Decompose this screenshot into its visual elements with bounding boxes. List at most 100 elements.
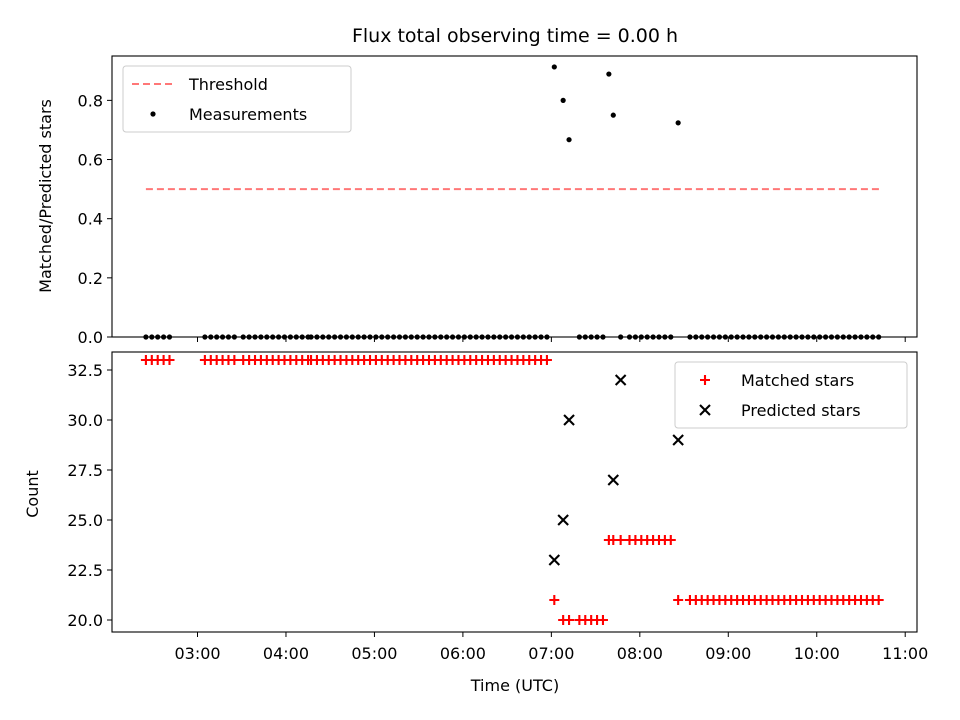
measurement-point xyxy=(361,334,367,340)
measurement-point xyxy=(293,334,299,340)
predicted-star-point xyxy=(607,474,620,486)
measurement-point xyxy=(497,334,503,340)
measurement-point xyxy=(722,334,728,340)
measurement-point xyxy=(675,120,681,126)
measurement-point xyxy=(379,334,385,340)
measurement-point xyxy=(544,334,550,340)
measurement-point xyxy=(805,334,811,340)
measurement-point xyxy=(166,334,173,340)
measurement-point xyxy=(699,334,705,340)
measurement-point xyxy=(391,334,397,340)
bottom-xtick-label: 09:00 xyxy=(705,644,751,663)
measurement-point xyxy=(149,334,155,340)
measurement-point xyxy=(610,112,616,118)
measurement-point xyxy=(355,334,361,340)
matched-star-point xyxy=(549,595,560,605)
matched-star-point xyxy=(665,535,676,545)
measurement-point xyxy=(752,334,758,340)
measurement-point xyxy=(632,334,638,340)
measurement-point xyxy=(514,334,521,340)
measurement-point xyxy=(246,334,252,340)
measurement-point xyxy=(503,334,509,340)
measurement-point xyxy=(438,334,444,340)
matched-star-point xyxy=(873,595,884,605)
measurement-point xyxy=(252,334,258,340)
measurement-point xyxy=(852,334,858,340)
measurement-point xyxy=(473,334,479,340)
matched-star-point xyxy=(597,615,608,625)
measurement-point xyxy=(781,334,787,340)
measurement-point xyxy=(840,334,846,340)
measurement-point xyxy=(656,334,662,340)
chart-title: Flux total observing time = 0.00 h xyxy=(352,25,678,47)
top-axes-frame xyxy=(111,55,918,338)
measurement-point xyxy=(299,334,305,340)
measurement-point xyxy=(219,334,226,340)
measurement-point xyxy=(479,334,485,340)
measurement-point xyxy=(258,334,264,340)
top-legend: Threshold Measurements xyxy=(122,65,352,133)
bottom-axes-frame xyxy=(111,351,918,633)
measurement-point xyxy=(864,334,870,340)
measurement-point xyxy=(349,334,355,340)
top-legend-box xyxy=(122,65,352,133)
measurement-point xyxy=(332,334,338,340)
measurement-point xyxy=(337,334,344,340)
bottom-ytick-label: 25.0 xyxy=(67,511,103,530)
measurement-point xyxy=(846,334,852,340)
measurement-point xyxy=(264,334,270,340)
predicted-star-point xyxy=(563,414,575,426)
measurement-point xyxy=(566,137,572,143)
measurement-point xyxy=(408,334,414,340)
measurement-point xyxy=(769,334,776,340)
measurement-point xyxy=(202,334,208,340)
measurement-point xyxy=(461,334,467,340)
measurement-point xyxy=(787,334,793,340)
top-ytick-label: 0.2 xyxy=(78,269,103,288)
measurement-point xyxy=(793,334,799,340)
measurement-point xyxy=(740,334,746,340)
measurement-point xyxy=(467,334,473,340)
measurement-point xyxy=(594,334,600,340)
measurement-point xyxy=(155,334,161,340)
measurement-point xyxy=(799,334,805,340)
measurement-point xyxy=(582,334,588,340)
measurement-point xyxy=(367,334,373,340)
measurement-point xyxy=(576,334,582,340)
matched-star-point xyxy=(564,615,575,625)
measurement-point xyxy=(870,334,876,340)
measurement-point xyxy=(716,334,723,340)
bottom-ylabel: Count xyxy=(23,470,42,518)
measurement-point xyxy=(426,334,432,340)
measurement-point xyxy=(693,334,699,340)
measurement-point xyxy=(308,334,314,340)
measurement-point xyxy=(343,334,350,340)
measurement-point xyxy=(687,334,693,340)
matched-star-point xyxy=(673,595,684,605)
measurement-point xyxy=(618,334,624,340)
measurement-point xyxy=(287,334,293,340)
predicted-star-point xyxy=(548,554,561,566)
predicted-star-point xyxy=(672,434,684,446)
measurement-point xyxy=(538,334,544,340)
measurement-point xyxy=(508,334,515,340)
matched-star-point xyxy=(615,535,626,545)
measurement-point xyxy=(444,334,450,340)
measurement-point xyxy=(385,334,391,340)
top-ytick-label: 0.8 xyxy=(78,91,103,110)
measurement-point xyxy=(532,334,538,340)
top-ytick-label: 0.4 xyxy=(78,210,103,229)
measurement-point xyxy=(662,334,668,340)
top-ytick-label: 0.6 xyxy=(78,151,103,170)
matched-star-point xyxy=(164,355,175,365)
measurement-point xyxy=(734,334,740,340)
measurement-point xyxy=(758,334,764,340)
measurement-point xyxy=(208,334,214,340)
bottom-ytick-label: 20.0 xyxy=(67,611,103,630)
bottom-ytick-label: 27.5 xyxy=(67,461,103,480)
measurement-point xyxy=(396,334,403,340)
predicted-star-point xyxy=(614,374,627,386)
predicted-star-point xyxy=(557,514,569,526)
bottom-xtick-label: 06:00 xyxy=(440,644,486,663)
